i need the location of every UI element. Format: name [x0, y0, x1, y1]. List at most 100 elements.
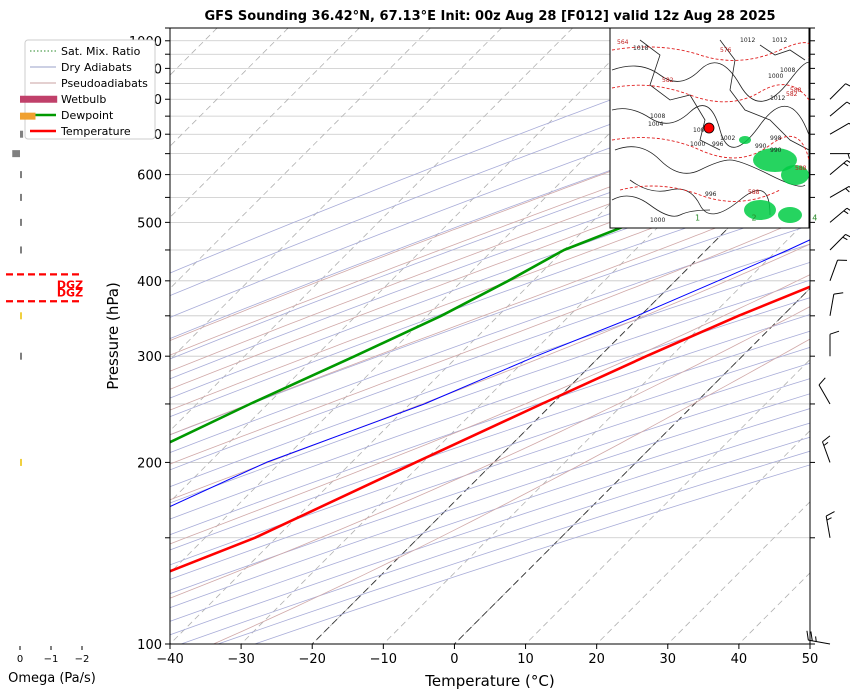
- omega-bar: [20, 218, 22, 226]
- omega-bar: [20, 312, 22, 320]
- precip-area: [778, 207, 802, 223]
- isotherm: [170, 28, 502, 361]
- wind-barb: [829, 330, 840, 357]
- map-contour-label: 1018: [633, 45, 648, 52]
- legend-label: Dry Adiabats: [61, 61, 132, 74]
- dry-adiabat: [170, 346, 810, 566]
- x-tick-label: −10: [370, 652, 397, 667]
- mixing-ratio-label: 2: [752, 213, 757, 222]
- wind-barb: [829, 122, 850, 135]
- map-border: [759, 44, 806, 61]
- omega-bar: [20, 246, 22, 254]
- omega-bar: [20, 95, 58, 103]
- omega-bar: [20, 352, 22, 360]
- mixing-ratio-label: 1: [695, 213, 700, 222]
- wind-barb: [822, 435, 831, 463]
- legend-label: Wetbulb: [61, 93, 106, 106]
- series-temperature: [170, 285, 810, 573]
- wind-barb: [829, 259, 848, 281]
- map-contour-label: 588: [790, 87, 802, 94]
- omega-tick-label: −1: [44, 654, 59, 665]
- isotherm: [170, 28, 360, 218]
- pseudoadiabat: [213, 338, 810, 644]
- map-contour-label: 1000: [690, 141, 705, 148]
- x-axis-label: Temperature (°C): [424, 672, 554, 690]
- x-tick-label: 20: [588, 652, 605, 667]
- map-contour-label: 588: [748, 189, 760, 196]
- map-contour-label: 582: [662, 77, 674, 84]
- y-tick-label: 400: [137, 275, 162, 290]
- dry-adiabat: [170, 243, 810, 471]
- wind-barb: [829, 160, 850, 175]
- y-tick-label: 100: [137, 638, 162, 653]
- x-tick-label: 40: [731, 652, 748, 667]
- map-contour-label: 576: [720, 47, 732, 54]
- wind-barb: [829, 292, 844, 316]
- map-contour: [611, 42, 809, 61]
- wind-barb: [829, 207, 850, 223]
- precip-area: [744, 200, 776, 220]
- map-contour-label: 1004: [648, 121, 663, 128]
- dry-adiabat: [170, 261, 810, 488]
- map-border: [611, 61, 809, 102]
- series-dewpoint: [170, 182, 810, 444]
- precip-area: [753, 148, 797, 172]
- omega-axis-label: Omega (Pa/s): [8, 671, 96, 686]
- legend-label: Temperature: [60, 125, 131, 138]
- map-contour: [619, 185, 781, 202]
- dry-adiabat: [170, 99, 810, 339]
- mixing-ratio-label: 4: [812, 213, 817, 222]
- omega-bar: [20, 130, 24, 138]
- series-wetbulb: [170, 239, 810, 508]
- omega-bar: [20, 112, 36, 120]
- isotherm: [170, 28, 573, 432]
- wind-barb: [829, 83, 850, 100]
- map-border: [719, 39, 809, 151]
- dgz-label: DGZ: [57, 278, 83, 291]
- dry-adiabat: [170, 224, 810, 454]
- y-tick-label: 300: [137, 350, 162, 365]
- plot-frame: [169, 27, 811, 645]
- dry-adiabat: [170, 279, 810, 504]
- map-border: [611, 195, 711, 217]
- map-border: [629, 179, 771, 216]
- omega-tick-label: −2: [75, 654, 90, 665]
- map-contour-label: 996: [712, 141, 724, 148]
- dgz-label: DGZ: [57, 286, 83, 299]
- map-contour-label: 564: [617, 39, 629, 46]
- wind-barb: [829, 233, 850, 251]
- pseudoadiabat: [170, 306, 810, 599]
- dry-adiabat: [170, 393, 810, 609]
- y-tick-label: 200: [137, 456, 162, 471]
- precip-area: [781, 165, 809, 185]
- map-border: [639, 39, 721, 151]
- map-contour: [611, 84, 809, 103]
- map-contour-label: 1000: [650, 217, 665, 224]
- legend-label: Pseudoadiabats: [61, 77, 148, 90]
- isotherm: [525, 358, 810, 644]
- map-border: [611, 105, 809, 148]
- omega-bar: [12, 150, 20, 158]
- map-contour-label: 996: [705, 191, 717, 198]
- dry-adiabat: [170, 297, 810, 520]
- map-contour-label: 1012: [770, 95, 785, 102]
- map-contour-label: 1008: [780, 67, 795, 74]
- legend-label: Dewpoint: [61, 109, 114, 122]
- x-tick-label: 0: [450, 652, 458, 667]
- legend: Sat. Mix. Ratio Dry Adiabats Pseudoadiabat…: [24, 39, 156, 140]
- y-tick-label: 600: [137, 169, 162, 184]
- isotherm-emphasis: [311, 145, 810, 644]
- x-tick-label: 50: [802, 652, 819, 667]
- dry-adiabat: [170, 76, 810, 318]
- dry-adiabat: [170, 330, 810, 551]
- omega-bar: [20, 171, 22, 179]
- omega-bar: [20, 193, 22, 201]
- map-contour-label: 990: [770, 147, 782, 154]
- pseudoadiabat: [170, 98, 810, 342]
- wind-barbs: [806, 83, 850, 645]
- chart-title: GFS Sounding 36.42°N, 67.13°E Init: 00z …: [204, 9, 775, 24]
- wind-barb: [818, 377, 831, 405]
- isotherm-emphasis: [454, 287, 810, 644]
